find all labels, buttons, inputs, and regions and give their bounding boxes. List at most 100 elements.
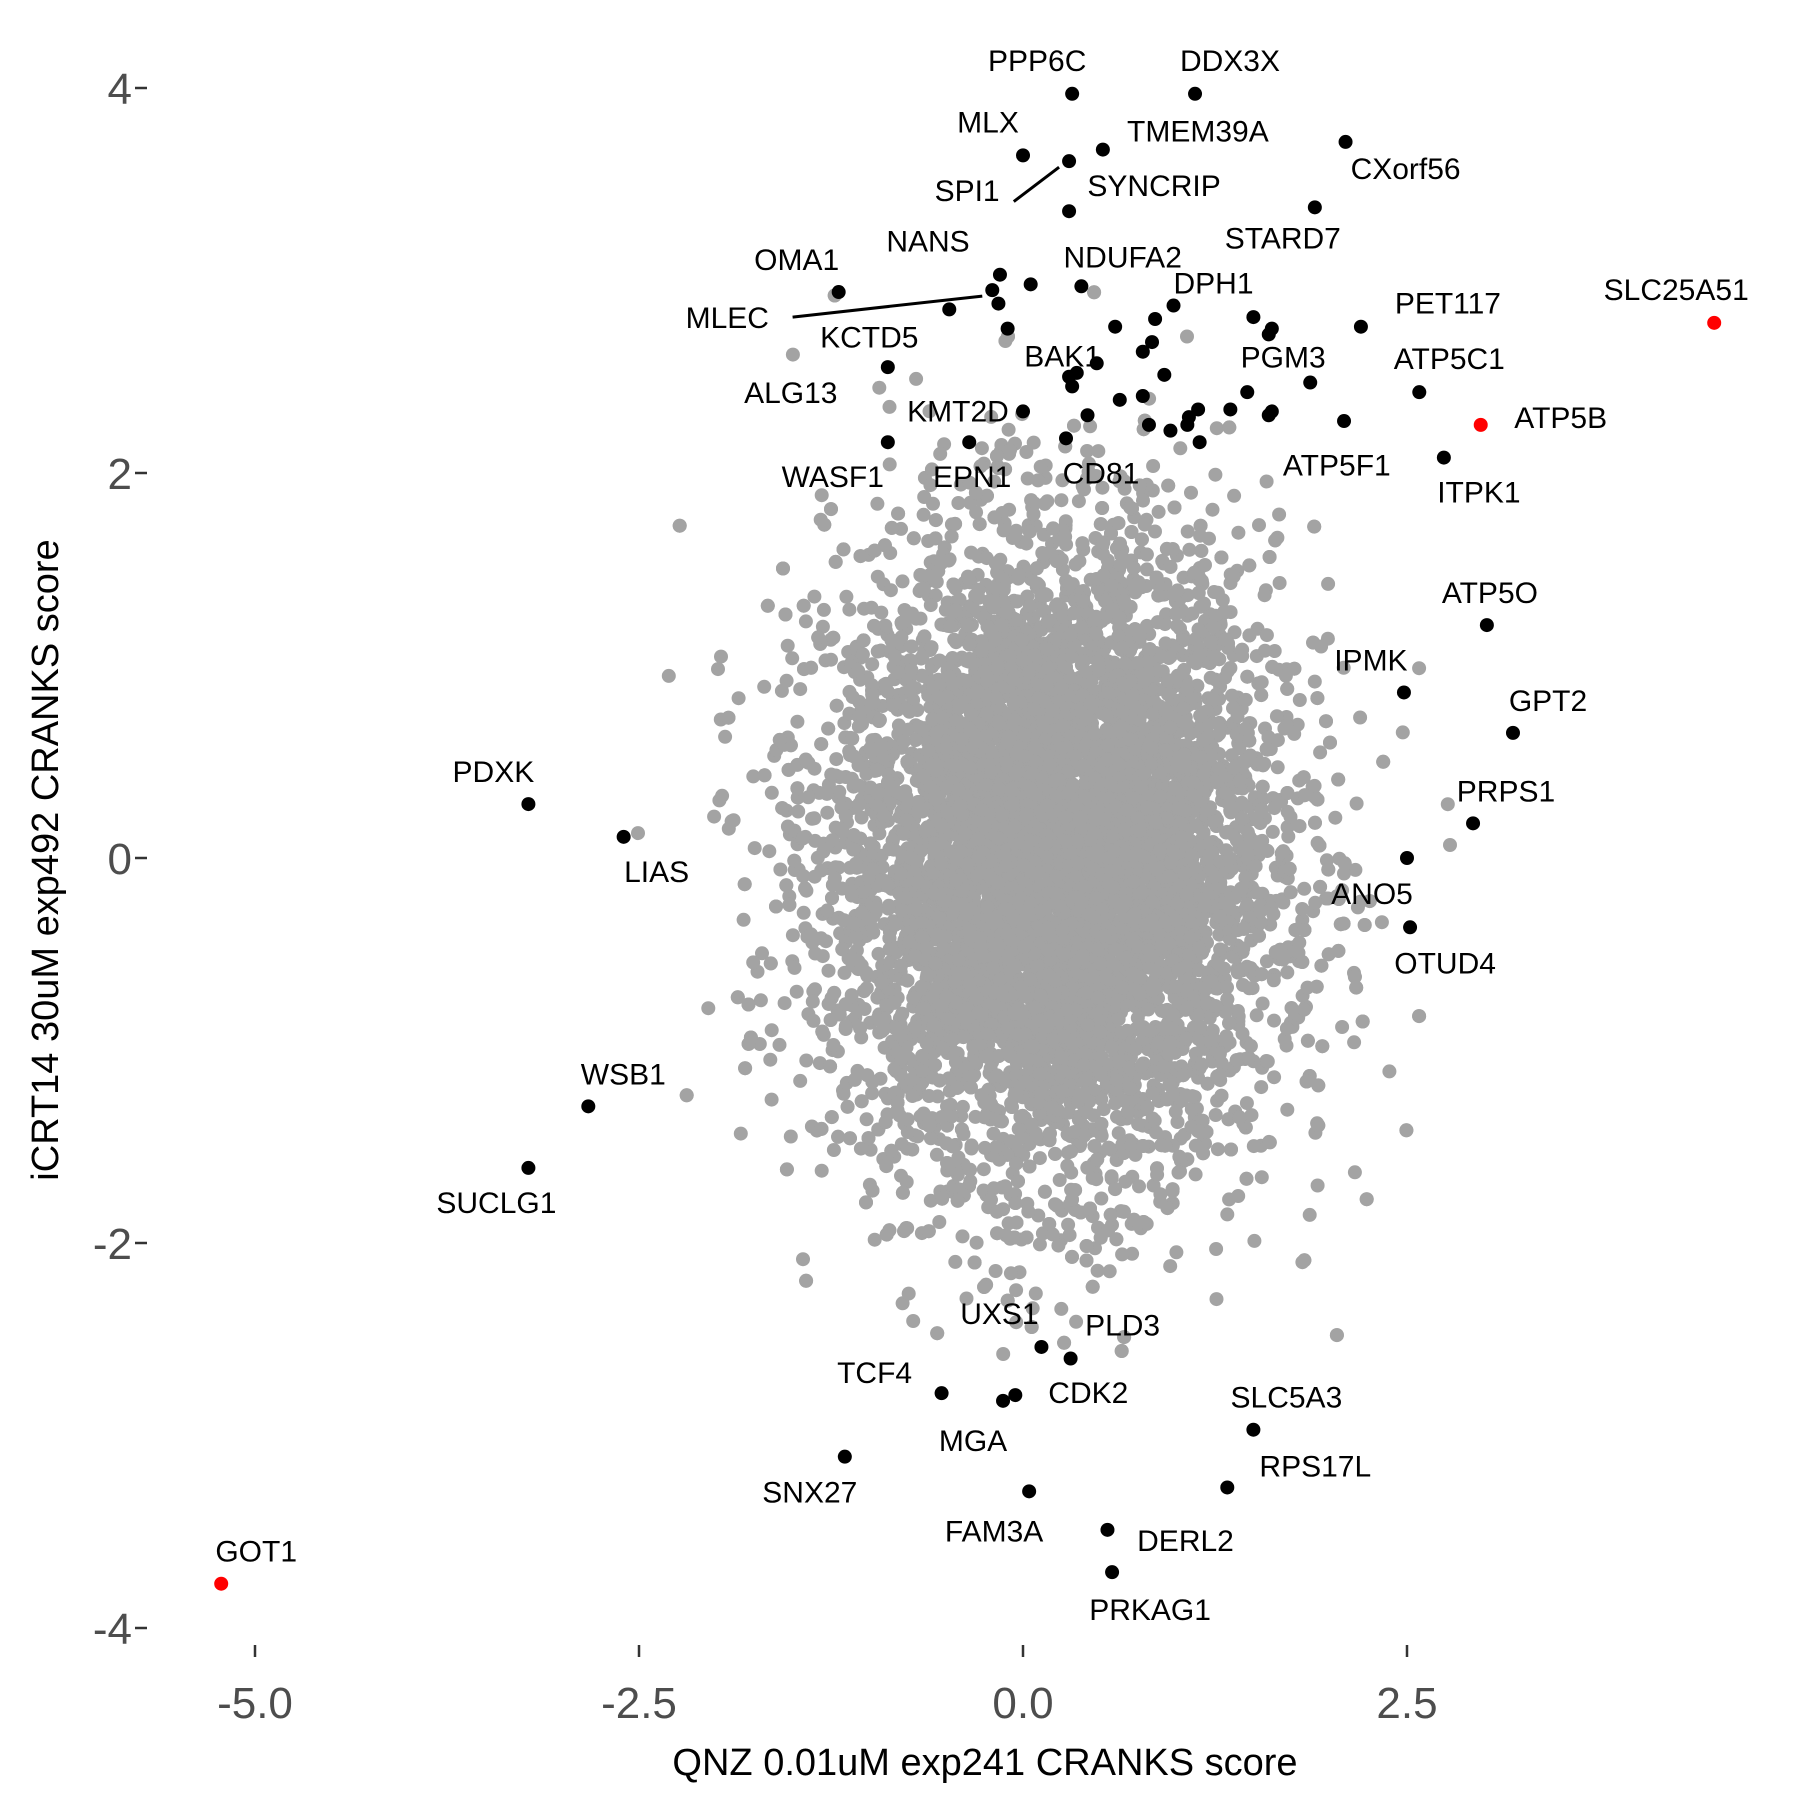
background-point [796,1252,810,1267]
background-point [895,574,910,589]
background-point [757,679,772,694]
background-point [1235,1026,1250,1041]
background-point [764,1092,779,1107]
background-point [1280,1102,1295,1117]
background-point [1139,562,1154,577]
background-point [882,457,897,472]
background-point [764,1023,779,1038]
background-point [1252,518,1266,533]
background-point [1265,824,1280,839]
background-point [1292,693,1307,707]
background-point [996,523,1011,538]
background-point [1180,329,1194,344]
background-point [923,1131,938,1146]
background-point [733,1126,748,1141]
background-point [1310,1178,1325,1193]
background-point [1259,954,1274,969]
background-point [798,881,812,896]
background-point [1254,1170,1269,1185]
background-point [773,862,788,877]
background-point [1061,1217,1076,1232]
background-point [824,652,838,667]
background-point [1350,900,1365,915]
background-point [1210,1142,1225,1157]
background-point [821,963,836,978]
background-point [1347,1165,1362,1180]
background-point [631,826,645,841]
background-point [932,1215,947,1229]
background-point [772,1037,787,1052]
background-point [870,496,885,511]
background-point [1032,1237,1047,1252]
background-point [922,1089,936,1103]
background-point [807,589,822,604]
background-point [976,1162,991,1177]
background-point [1272,576,1287,590]
background-point [1226,569,1241,584]
background-point [815,619,830,634]
background-point [1297,881,1312,896]
background-point [1169,1245,1184,1260]
background-point [1062,1228,1077,1243]
background-point [789,984,804,999]
background-point [793,682,808,697]
background-point [718,729,733,744]
background-point [1069,1314,1084,1329]
background-point [1001,422,1016,437]
background-point [1102,1264,1117,1279]
background-point [1290,717,1305,732]
background-point [816,602,831,617]
background-point [909,371,924,386]
background-point [996,1347,1011,1361]
background-point [1025,1301,1040,1316]
background-point [798,614,813,629]
background-point [1231,525,1246,540]
background-point [1259,628,1274,643]
background-point [951,496,966,510]
background-point [1227,488,1242,503]
background-point [714,649,728,664]
background-point [1313,745,1328,760]
background-point [814,1163,829,1178]
background-point [747,841,762,856]
background-point [1267,1013,1281,1028]
background-point [988,1264,1003,1278]
background-point [1132,1179,1146,1194]
background-point [1267,1070,1282,1085]
background-point [859,1112,874,1127]
background-point [1208,1108,1223,1122]
background-point [1440,797,1455,812]
background-points [631,285,1457,1361]
background-point [808,982,822,997]
background-point [762,844,777,859]
background-point [753,993,768,1008]
background-point [1280,965,1295,980]
background-point [799,1053,814,1068]
background-point [1090,1263,1105,1278]
background-point [755,946,769,961]
background-point [826,1143,841,1157]
background-point [1395,725,1410,740]
background-point [1443,838,1457,852]
background-point [1254,1080,1269,1095]
background-point [1009,523,1024,538]
background-point [783,1129,798,1144]
background-point [1321,576,1336,591]
background-point [832,784,847,799]
background-point [731,691,746,706]
background-point [882,399,897,414]
background-point [871,946,886,961]
background-point [854,810,869,825]
background-point [1247,1233,1262,1248]
background-point [842,602,857,617]
background-point [1173,441,1188,456]
background-point [1163,1259,1178,1274]
background-point [1238,692,1253,707]
background-point [1080,444,1095,458]
background-point [661,668,676,683]
background-point [1374,915,1389,930]
background-point [867,1232,882,1247]
background-point [1054,493,1069,508]
background-point [1051,1238,1066,1253]
